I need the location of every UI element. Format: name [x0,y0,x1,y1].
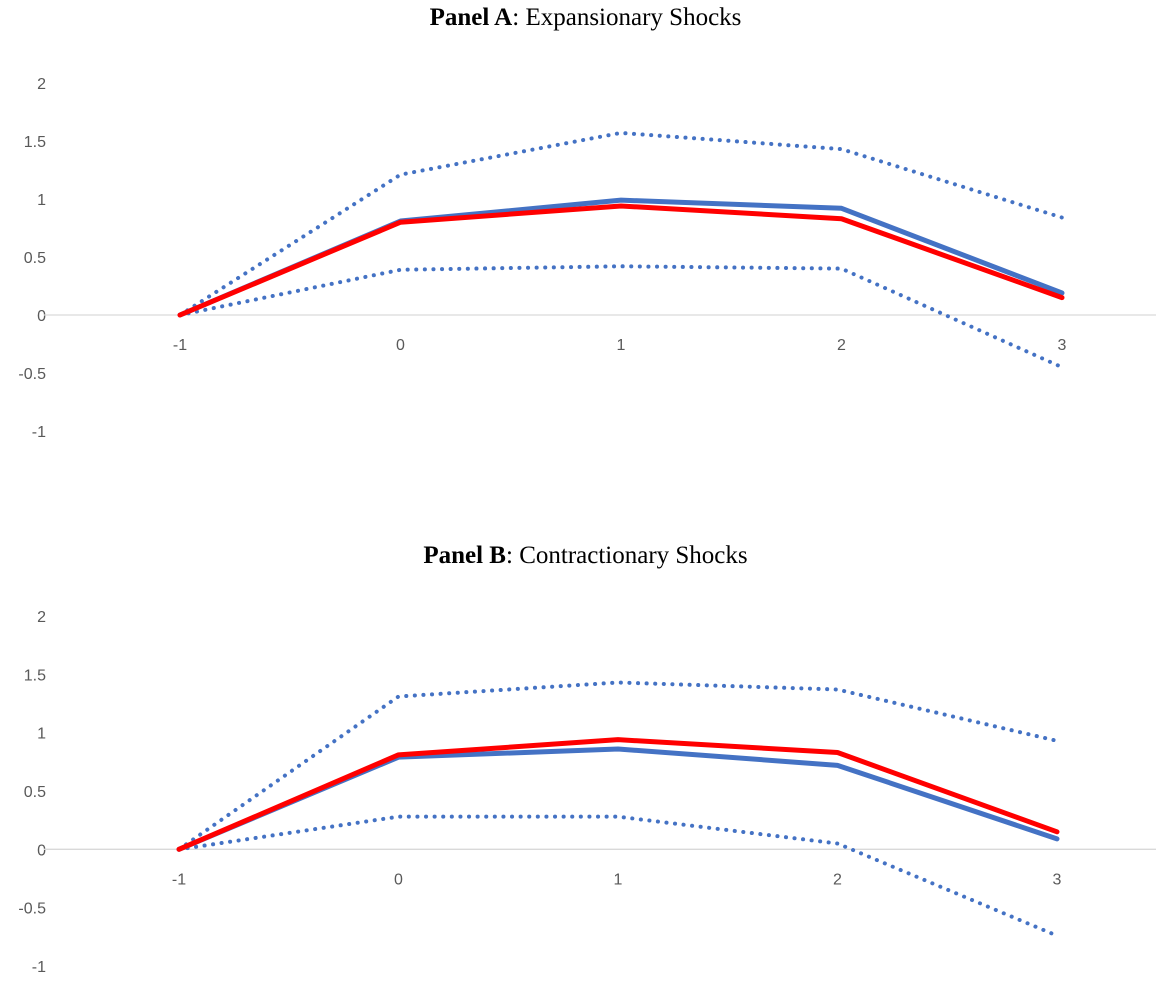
y-tick-label: 1 [37,192,46,209]
x-tick-label: 0 [396,337,405,354]
y-tick-label: -1 [32,424,46,441]
x-tick-label: 2 [837,337,846,354]
x-tick-label: 2 [833,871,842,888]
y-tick-label: 2 [37,609,46,626]
y-tick-label: 2 [37,76,46,93]
y-tick-label: 0 [37,842,46,859]
y-tick-label: 0.5 [24,784,46,801]
x-tick-label: -1 [173,337,187,354]
x-tick-label: 3 [1053,871,1062,888]
chart-title: Panel B: Contractionary Shocks [0,542,1171,570]
series-line-0 [176,746,1060,852]
y-tick-label: -0.5 [18,901,46,918]
confidence-band-line-3 [178,264,1064,370]
panel-a: Panel A: Expansionary Shocks 2 1.5 1 0.5 0 -0… [0,0,1171,470]
chart-panel-b: 2 1.5 1 0.5 0 -0.5 -1 -1 0 1 2 3 [18,609,1156,976]
x-tick-label: 1 [614,871,623,888]
confidence-band-line-2 [178,130,1064,317]
chart-title: Panel A: Expansionary Shocks [0,4,1171,32]
x-tick-label: 0 [394,871,403,888]
chart-title-rest: : Contractionary Shocks [506,542,748,569]
confidence-band-line-2 [177,680,1059,852]
y-tick-label: 1.5 [24,667,46,684]
y-tick-label: -0.5 [18,366,46,383]
y-tick-label: 1.5 [24,134,46,151]
chart-title-rest: : Expansionary Shocks [512,4,742,31]
y-tick-label: 0 [37,308,46,325]
panel-b: Panel B: Contractionary Shocks 2 1.5 1 0.5 0… [0,532,1171,982]
series-line-1 [177,203,1065,318]
y-tick-label: -1 [32,959,46,976]
series-line-1 [176,737,1060,852]
y-tick-label: 0.5 [24,250,46,267]
chart-panel-a: 2 1.5 1 0.5 0 -0.5 -1 -1 0 1 2 3 [18,76,1156,441]
x-tick-label: -1 [172,871,186,888]
chart-title-bold: Panel B [423,542,506,569]
y-tick-label: 1 [37,726,46,743]
confidence-band-line-3 [177,814,1059,938]
chart-title-bold: Panel A [429,4,513,31]
x-tick-label: 1 [617,337,626,354]
x-tick-label: 3 [1058,337,1067,354]
